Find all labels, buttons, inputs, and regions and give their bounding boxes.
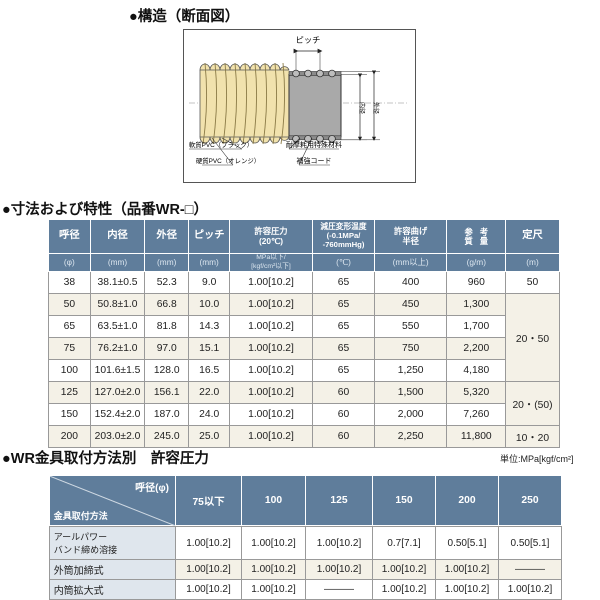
svg-text:外径: 外径 [372,102,380,114]
svg-text:補強コード: 補強コード [297,156,332,165]
svg-text:内径: 内径 [358,102,366,114]
svg-text:耐摩耗用特殊材料: 耐摩耗用特殊材料 [286,140,342,149]
svg-text:ピッチ: ピッチ [296,35,321,45]
svg-text:軟質PVC（ブラック）: 軟質PVC（ブラック） [189,140,253,149]
svg-text:硬質PVC（オレンジ）: 硬質PVC（オレンジ） [196,156,260,165]
